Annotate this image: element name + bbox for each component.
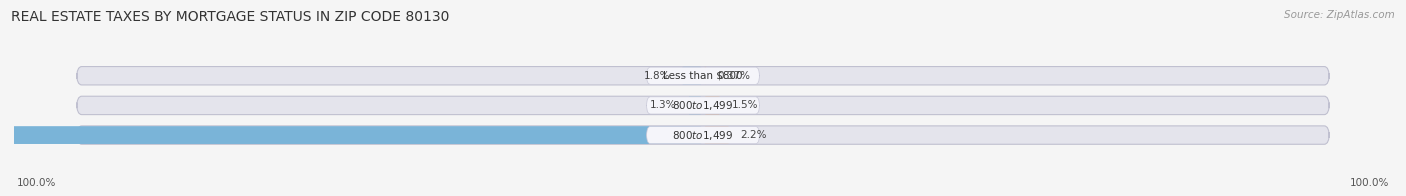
Text: 1.3%: 1.3% bbox=[650, 100, 676, 110]
FancyBboxPatch shape bbox=[647, 97, 759, 114]
Text: 100.0%: 100.0% bbox=[17, 178, 56, 188]
Text: $800 to $1,499: $800 to $1,499 bbox=[672, 129, 734, 142]
Text: Source: ZipAtlas.com: Source: ZipAtlas.com bbox=[1284, 10, 1395, 20]
FancyBboxPatch shape bbox=[647, 126, 759, 144]
FancyBboxPatch shape bbox=[681, 67, 703, 85]
FancyBboxPatch shape bbox=[703, 126, 731, 144]
FancyBboxPatch shape bbox=[686, 96, 703, 114]
Text: REAL ESTATE TAXES BY MORTGAGE STATUS IN ZIP CODE 80130: REAL ESTATE TAXES BY MORTGAGE STATUS IN … bbox=[11, 10, 450, 24]
Text: $800 to $1,499: $800 to $1,499 bbox=[672, 99, 734, 112]
FancyBboxPatch shape bbox=[77, 96, 1329, 115]
FancyBboxPatch shape bbox=[77, 126, 1329, 144]
FancyBboxPatch shape bbox=[703, 67, 707, 85]
Text: 2.2%: 2.2% bbox=[741, 130, 768, 140]
FancyBboxPatch shape bbox=[77, 67, 1329, 85]
Text: 100.0%: 100.0% bbox=[1350, 178, 1389, 188]
Text: 0.37%: 0.37% bbox=[717, 71, 751, 81]
Text: Less than $800: Less than $800 bbox=[664, 71, 742, 81]
FancyBboxPatch shape bbox=[703, 96, 721, 114]
Text: 1.5%: 1.5% bbox=[731, 100, 758, 110]
FancyBboxPatch shape bbox=[0, 126, 703, 144]
FancyBboxPatch shape bbox=[647, 67, 759, 84]
Text: 1.8%: 1.8% bbox=[644, 71, 671, 81]
